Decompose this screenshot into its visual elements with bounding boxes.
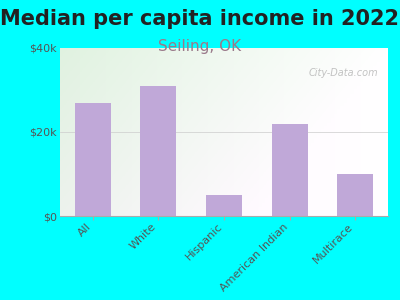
Bar [337, 174, 373, 216]
Bar [272, 124, 308, 216]
Text: City-Data.com: City-Data.com [308, 68, 378, 78]
Text: Median per capita income in 2022: Median per capita income in 2022 [0, 9, 400, 29]
Bar [206, 195, 242, 216]
Text: Seiling, OK: Seiling, OK [158, 39, 242, 54]
Bar [75, 103, 111, 216]
Bar [140, 86, 176, 216]
